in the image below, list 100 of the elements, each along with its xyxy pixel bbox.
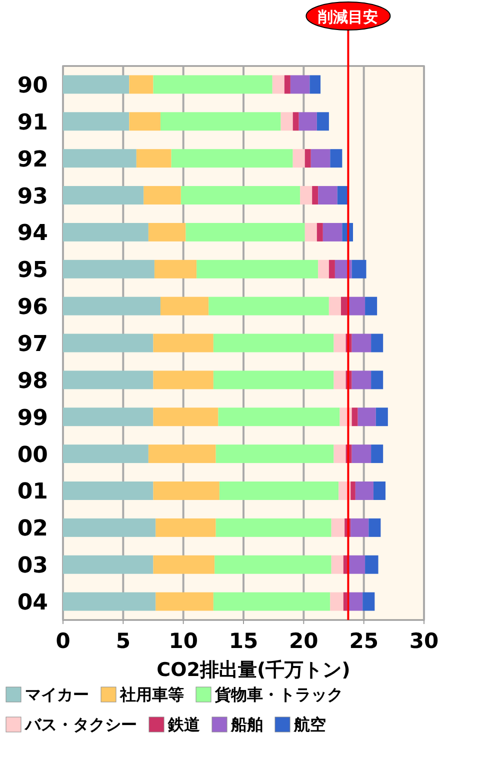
x-tick-label: 5 — [116, 629, 130, 653]
bar — [292, 149, 305, 168]
y-tick-label: 03 — [17, 554, 48, 579]
bar — [330, 592, 344, 611]
bar — [355, 482, 374, 500]
bar — [304, 149, 311, 168]
bar — [63, 592, 156, 611]
bar — [371, 444, 384, 464]
bar — [153, 75, 272, 94]
bar — [156, 518, 216, 537]
bar — [63, 149, 136, 168]
legend-label: バス・タクシー — [24, 715, 137, 734]
bar — [153, 334, 214, 352]
bar — [352, 408, 358, 426]
legend-label: 航空 — [293, 715, 326, 734]
bar — [216, 518, 332, 537]
bar — [63, 482, 154, 500]
bar — [136, 149, 172, 168]
legend-label: 貨物車・トラック — [214, 685, 343, 704]
bar — [310, 75, 321, 94]
bar — [63, 370, 154, 390]
x-axis-title: CO2排出量(千万トン) — [156, 659, 350, 681]
bar — [352, 334, 372, 352]
y-tick-label: 93 — [17, 184, 48, 210]
bar — [153, 370, 214, 390]
legend-label: 鉄道 — [167, 715, 201, 734]
bar — [328, 296, 341, 316]
bar — [312, 186, 318, 204]
bar — [352, 370, 372, 390]
bar — [63, 75, 130, 94]
y-tick-label: 96 — [17, 295, 48, 320]
bar — [129, 75, 154, 94]
x-tick-label: 20 — [289, 629, 318, 653]
y-tick-label: 91 — [17, 110, 48, 136]
bar — [373, 482, 386, 500]
x-tick-label: 10 — [168, 629, 198, 653]
bar — [218, 408, 340, 426]
y-tick-label: 92 — [17, 147, 48, 172]
bar — [219, 482, 339, 500]
bar — [304, 222, 317, 242]
y-tick-label: 94 — [17, 221, 48, 246]
bar — [153, 555, 215, 574]
bar — [368, 518, 381, 537]
bar — [322, 222, 342, 242]
bar — [352, 444, 372, 464]
bar — [365, 555, 378, 574]
bar — [334, 334, 346, 352]
bar — [144, 186, 181, 204]
legend-label: 社用車等 — [119, 685, 184, 704]
bar — [153, 408, 218, 426]
bar — [213, 592, 330, 611]
x-tick-label: 25 — [349, 629, 378, 653]
bar — [300, 186, 312, 204]
y-tick-label: 95 — [17, 258, 48, 284]
bar — [343, 592, 347, 611]
bar — [331, 518, 345, 537]
bar — [180, 186, 300, 204]
bar — [334, 370, 346, 390]
y-tick-label: 90 — [17, 73, 48, 98]
bar — [214, 555, 332, 574]
y-tick-label: 00 — [17, 442, 48, 468]
y-tick-label: 97 — [17, 332, 48, 357]
bar — [63, 222, 148, 242]
bar — [63, 296, 160, 316]
y-tick-label: 98 — [17, 368, 48, 394]
bar — [63, 555, 154, 574]
ref-line-label: 削減目安 — [317, 8, 378, 26]
bar — [63, 408, 154, 426]
bar — [362, 592, 375, 611]
bar — [63, 518, 156, 537]
bar — [213, 370, 334, 390]
bar — [216, 444, 334, 464]
bar — [156, 592, 214, 611]
bar — [213, 334, 334, 352]
bar — [371, 334, 384, 352]
bar — [160, 112, 281, 131]
bar — [328, 260, 335, 278]
bar — [318, 260, 329, 278]
bar — [196, 260, 318, 278]
bar — [318, 186, 338, 204]
bar — [365, 296, 378, 316]
x-tick-label: 15 — [228, 629, 258, 653]
bar — [292, 112, 299, 131]
bar — [352, 260, 366, 278]
bar — [148, 222, 186, 242]
bar — [160, 296, 209, 316]
y-tick-label: 99 — [17, 406, 48, 431]
bar — [171, 149, 293, 168]
bar — [186, 222, 305, 242]
x-tick-label: 30 — [409, 629, 439, 653]
bar — [310, 149, 330, 168]
y-tick-label: 02 — [17, 516, 48, 542]
bar — [298, 112, 317, 131]
bar — [153, 482, 220, 500]
bar — [350, 482, 356, 500]
bar — [129, 112, 160, 131]
bar — [272, 75, 284, 94]
bar — [316, 112, 329, 131]
bar — [290, 75, 310, 94]
bar — [63, 444, 148, 464]
